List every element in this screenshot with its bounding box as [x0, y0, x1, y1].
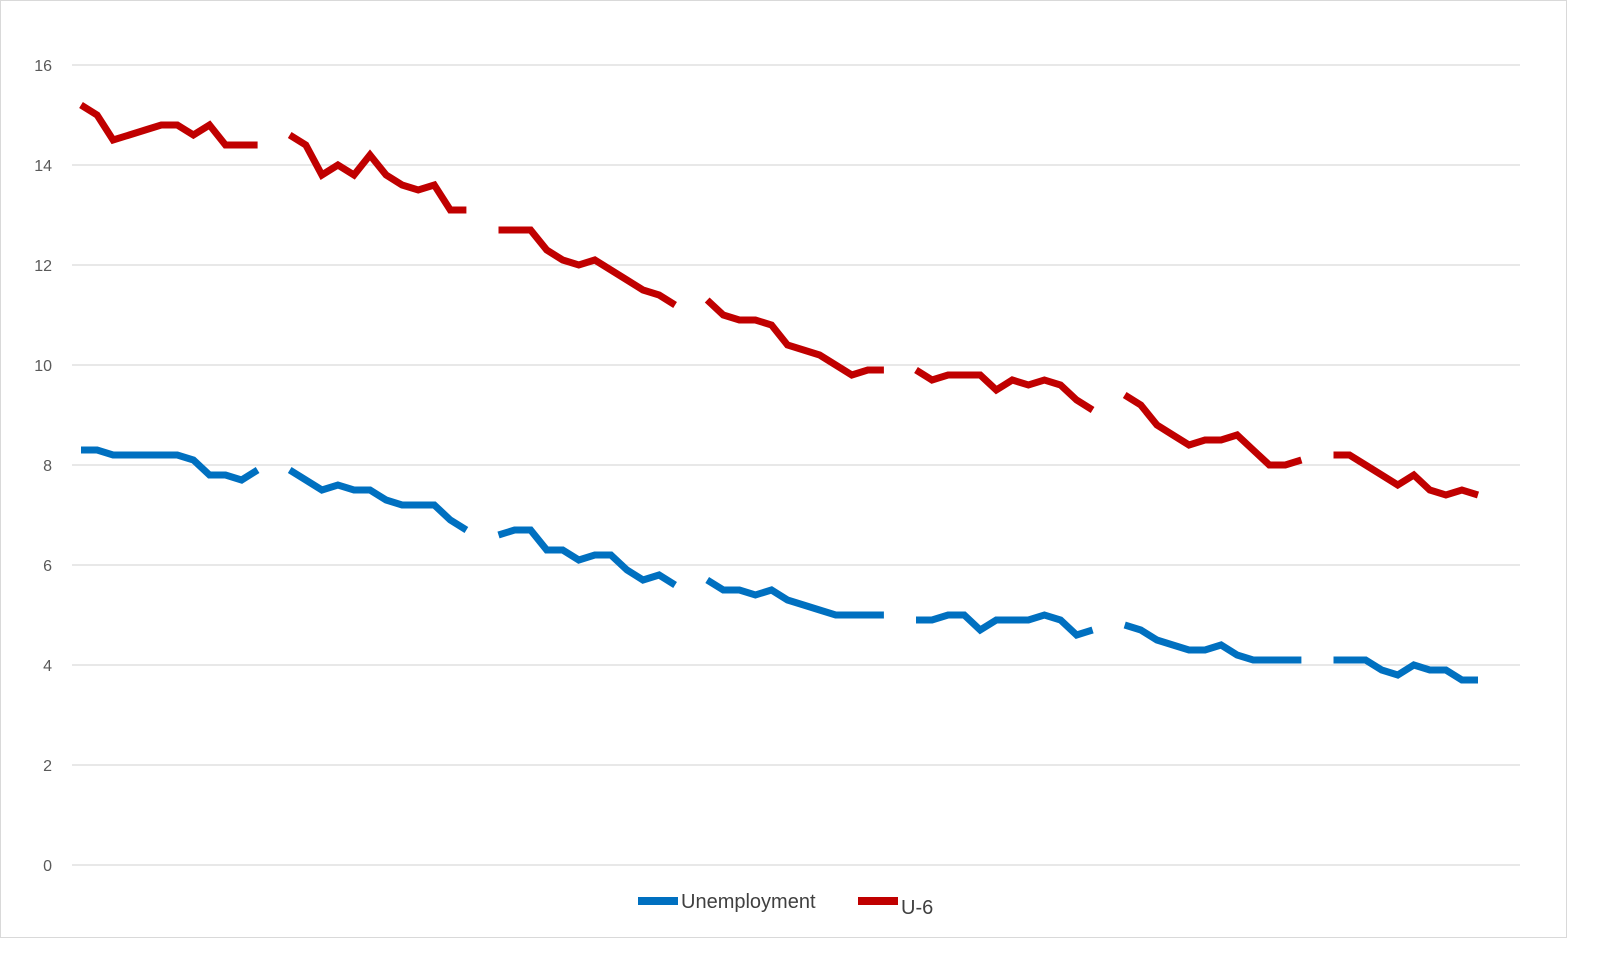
series-line-u-6-segment-2: [287, 132, 467, 214]
legend-label-u6: U-6: [901, 897, 933, 919]
y-tick-label-2: 2: [43, 758, 52, 775]
legend: Unemployment U-6: [638, 891, 933, 919]
y-tick-label-10: 10: [34, 358, 52, 375]
y-tick-label-12: 12: [34, 258, 52, 275]
series-line-unemployment-segment-3: [497, 526, 677, 588]
series-line-unemployment-segment-7: [1333, 656, 1478, 684]
chart-frame: [0, 0, 1567, 938]
legend-label-unemployment: Unemployment: [681, 891, 816, 913]
series-line-u-6-segment-5: [914, 367, 1095, 413]
legend-swatch-unemployment: [638, 897, 678, 905]
y-tick-label-16: 16: [34, 58, 52, 75]
series-line-u-6-segment-1: [79, 102, 258, 149]
series-line-unemployment-segment-6: [1123, 621, 1302, 664]
y-tick-label-6: 6: [43, 558, 52, 575]
series-line-unemployment-segment-5: [916, 611, 1094, 639]
y-tick-label-8: 8: [43, 458, 52, 475]
y-axis-tick-labels: 0 2 4 6 8 10 12 14 16: [34, 58, 52, 875]
series-line-u-6-segment-7: [1333, 451, 1480, 499]
y-tick-label-14: 14: [34, 158, 52, 175]
series-line-u-6-segment-6: [1122, 392, 1303, 469]
series-line-u-6-segment-3: [498, 226, 677, 308]
series-lines: [79, 102, 1480, 684]
line-chart: 0 2 4 6 8 10 12 14 16 Unemployment U-6: [34, 58, 1520, 919]
series-line-unemployment-segment-2: [287, 467, 469, 533]
y-tick-label-4: 4: [43, 658, 52, 675]
series-line-u-6-segment-4: [704, 297, 884, 379]
series-line-unemployment-segment-4: [705, 577, 884, 619]
series-line-unemployment-segment-1: [81, 446, 260, 484]
y-tick-label-0: 0: [43, 858, 52, 875]
gridlines: [72, 64, 1520, 866]
legend-swatch-u6: [858, 897, 898, 905]
